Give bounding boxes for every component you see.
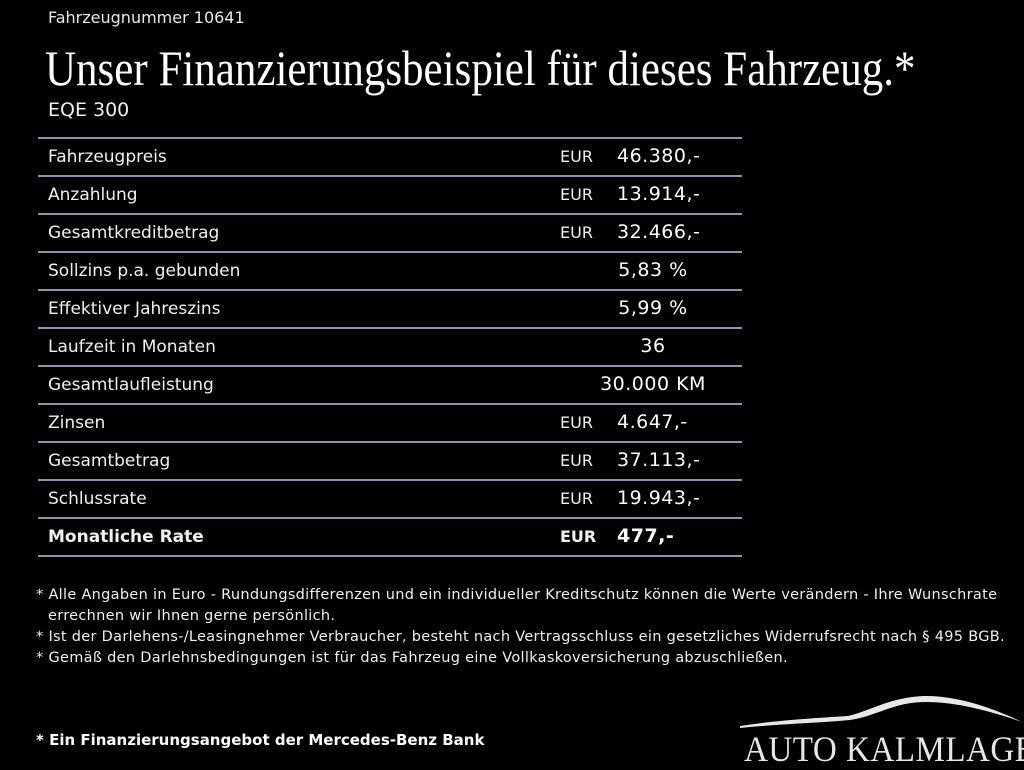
table-row: Laufzeit in Monaten 36 xyxy=(38,327,742,365)
row-value: 46.380,- xyxy=(617,145,701,167)
row-value: 5,83 % xyxy=(618,259,688,281)
row-label: Effektiver Jahreszins xyxy=(48,299,221,319)
table-row: Zinsen EUR 4.647,- xyxy=(38,403,742,441)
row-label: Sollzins p.a. gebunden xyxy=(48,261,241,281)
car-silhouette-logo-icon xyxy=(740,695,1022,728)
row-currency: EUR xyxy=(560,451,593,470)
row-value: 4.647,- xyxy=(617,411,688,433)
row-label: Anzahlung xyxy=(48,185,138,205)
financing-table: Fahrzeugpreis EUR 46.380,- Anzahlung EUR 13.9… xyxy=(38,137,742,557)
row-label: Fahrzeugpreis xyxy=(48,147,167,167)
row-value: 13.914,- xyxy=(617,183,701,205)
row-label: Laufzeit in Monaten xyxy=(48,337,216,357)
row-currency: EUR xyxy=(560,413,593,432)
table-row: Fahrzeugpreis EUR 46.380,- xyxy=(38,137,742,175)
row-label: Zinsen xyxy=(48,413,106,433)
footnotes: * Alle Angaben in Euro - Rundungsdiffere… xyxy=(36,585,1024,669)
table-row: Gesamtbetrag EUR 37.113,- xyxy=(38,441,742,479)
footnote: * Gemäß den Darlehnsbedingungen ist für … xyxy=(36,650,788,666)
row-value: 5,99 % xyxy=(618,297,688,319)
table-row: Effektiver Jahreszins 5,99 % xyxy=(38,289,742,327)
row-label: Monatliche Rate xyxy=(48,527,204,547)
bank-note: * Ein Finanzierungsangebot der Mercedes-… xyxy=(36,731,485,749)
table-row: Anzahlung EUR 13.914,- xyxy=(38,175,742,213)
row-label: Gesamtlaufleistung xyxy=(48,375,214,395)
table-row: Gesamtkreditbetrag EUR 32.466,- xyxy=(38,213,742,251)
footnote: * Ist der Darlehens-/Leasingnehmer Verbr… xyxy=(36,629,1005,645)
row-value: 477,- xyxy=(617,525,675,547)
footnote: * Alle Angaben in Euro - Rundungsdiffere… xyxy=(36,587,998,624)
row-label: Gesamtbetrag xyxy=(48,451,171,471)
row-currency: EUR xyxy=(560,527,597,546)
row-label: Gesamtkreditbetrag xyxy=(48,223,220,243)
row-value: 37.113,- xyxy=(617,449,701,471)
row-currency: EUR xyxy=(560,147,593,166)
row-currency: EUR xyxy=(560,185,593,204)
row-currency: EUR xyxy=(560,489,593,508)
table-row: Gesamtlaufleistung 30.000 KM xyxy=(38,365,742,403)
row-value: 19.943,- xyxy=(617,487,701,509)
table-row: Schlussrate EUR 19.943,- xyxy=(38,479,742,517)
table-row: Sollzins p.a. gebunden 5,83 % xyxy=(38,251,742,289)
logo-text: AUTO KALMLAGE xyxy=(744,729,1024,769)
row-label: Schlussrate xyxy=(48,489,147,509)
row-value: 36 xyxy=(640,335,666,357)
vehicle-model: EQE 300 xyxy=(48,99,130,121)
row-value: 30.000 KM xyxy=(600,373,706,395)
vehicle-number: Fahrzeugnummer 10641 xyxy=(48,8,245,27)
page-title: Unser Finanzierungsbeispiel für dieses F… xyxy=(45,40,916,96)
row-currency: EUR xyxy=(560,223,593,242)
table-row: Monatliche Rate EUR 477,- xyxy=(38,517,742,557)
row-value: 32.466,- xyxy=(617,221,701,243)
